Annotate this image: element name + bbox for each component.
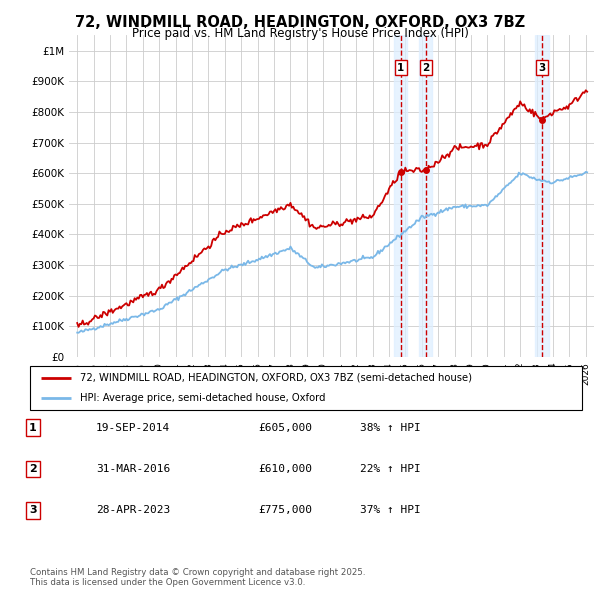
Text: 1: 1 bbox=[397, 63, 404, 73]
Text: 72, WINDMILL ROAD, HEADINGTON, OXFORD, OX3 7BZ: 72, WINDMILL ROAD, HEADINGTON, OXFORD, O… bbox=[75, 15, 525, 30]
Text: £610,000: £610,000 bbox=[258, 464, 312, 474]
Text: Price paid vs. HM Land Registry's House Price Index (HPI): Price paid vs. HM Land Registry's House … bbox=[131, 27, 469, 40]
Bar bbox=[394, 35, 407, 357]
Bar bbox=[535, 35, 548, 357]
Text: 2: 2 bbox=[29, 464, 37, 474]
Text: 2: 2 bbox=[422, 63, 430, 73]
Text: 19-SEP-2014: 19-SEP-2014 bbox=[96, 423, 170, 432]
Text: 3: 3 bbox=[29, 506, 37, 515]
Text: 1: 1 bbox=[29, 423, 37, 432]
Text: £775,000: £775,000 bbox=[258, 506, 312, 515]
FancyBboxPatch shape bbox=[30, 366, 582, 410]
Text: 22% ↑ HPI: 22% ↑ HPI bbox=[360, 464, 421, 474]
Text: £605,000: £605,000 bbox=[258, 423, 312, 432]
Text: Contains HM Land Registry data © Crown copyright and database right 2025.
This d: Contains HM Land Registry data © Crown c… bbox=[30, 568, 365, 587]
Text: 3: 3 bbox=[538, 63, 545, 73]
Text: 38% ↑ HPI: 38% ↑ HPI bbox=[360, 423, 421, 432]
Text: 28-APR-2023: 28-APR-2023 bbox=[96, 506, 170, 515]
Text: 31-MAR-2016: 31-MAR-2016 bbox=[96, 464, 170, 474]
Text: 37% ↑ HPI: 37% ↑ HPI bbox=[360, 506, 421, 515]
Bar bbox=[419, 35, 433, 357]
Text: HPI: Average price, semi-detached house, Oxford: HPI: Average price, semi-detached house,… bbox=[80, 393, 325, 403]
Text: 72, WINDMILL ROAD, HEADINGTON, OXFORD, OX3 7BZ (semi-detached house): 72, WINDMILL ROAD, HEADINGTON, OXFORD, O… bbox=[80, 373, 472, 383]
